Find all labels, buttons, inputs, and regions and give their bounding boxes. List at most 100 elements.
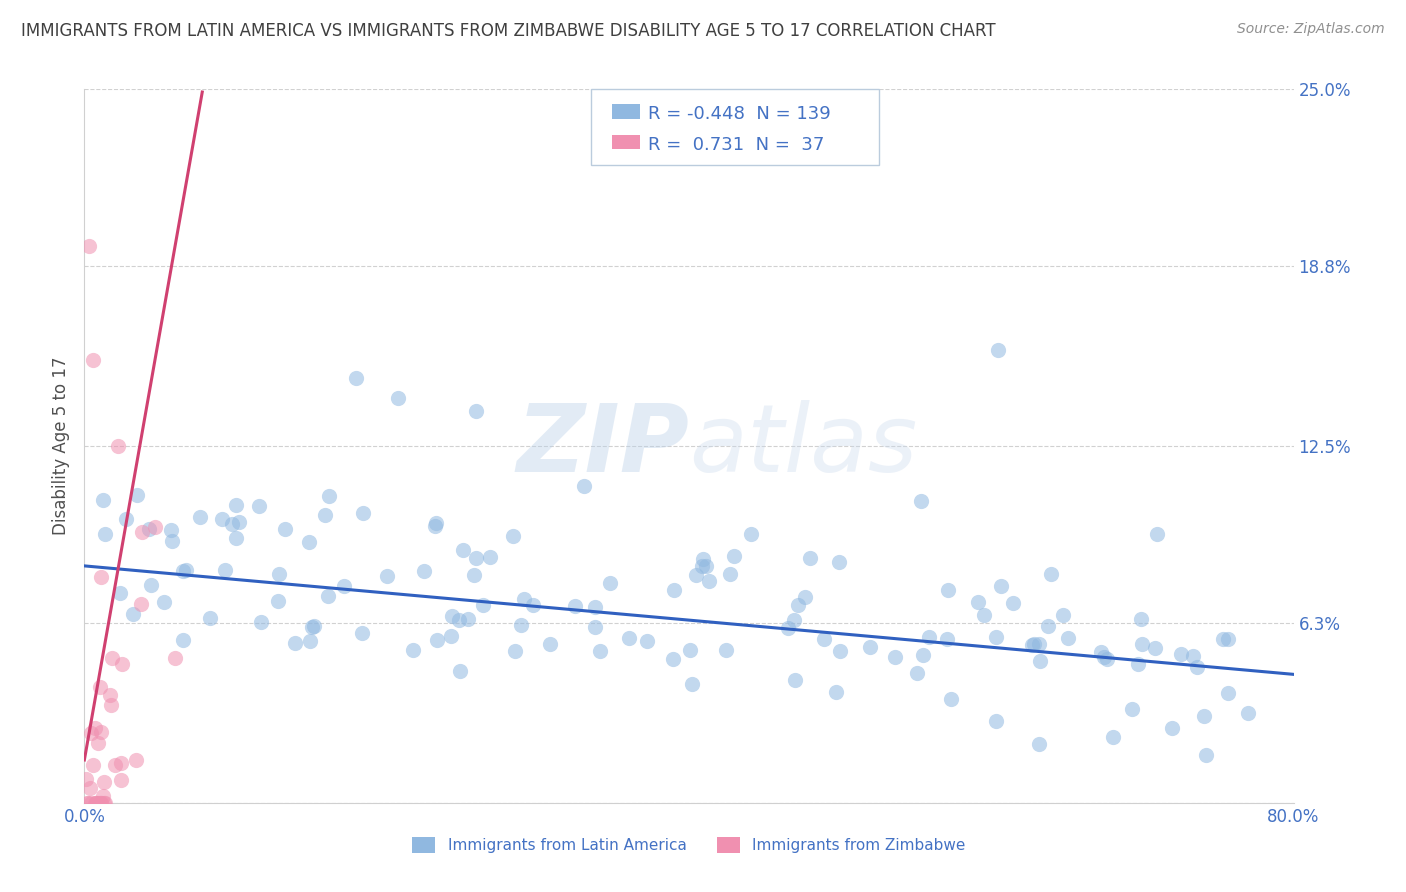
Point [1024,637,1046,651]
Point [387,391,409,405]
Point [799,551,821,566]
Legend: Immigrants from Latin America, Immigrants from Zimbabwe: Immigrants from Latin America, Immigrant… [406,831,972,859]
Point [695,559,717,574]
Point [284,636,307,650]
Point [115,512,138,526]
Point [225,498,247,512]
Point [107,439,129,453]
Point [583,600,606,615]
Point [162,534,184,549]
Point [84,796,107,810]
Point [939,692,962,706]
Point [211,512,233,526]
Point [83,721,105,735]
Point [572,479,595,493]
Point [1121,702,1143,716]
Point [80,796,103,810]
Point [1218,685,1240,699]
Text: R =  0.731  N =  37: R = 0.731 N = 37 [648,136,824,153]
Point [661,651,683,665]
Point [538,637,561,651]
Point [463,568,485,582]
Point [318,589,340,603]
Point [1181,648,1204,663]
Point [267,594,290,608]
Point [125,753,148,767]
Point [375,569,398,583]
Point [82,353,104,368]
Point [776,621,799,635]
Point [1028,637,1050,651]
Point [664,583,686,598]
Point [910,493,932,508]
Point [679,643,702,657]
Point [125,488,148,502]
Point [905,666,928,681]
Point [973,607,995,622]
Point [402,643,425,657]
Text: R = -0.448  N = 139: R = -0.448 N = 139 [648,105,831,123]
Point [723,549,745,564]
Point [93,527,115,541]
Point [100,650,122,665]
Point [449,613,471,627]
Point [1095,652,1118,666]
Point [1146,526,1168,541]
Point [225,532,247,546]
Point [98,688,121,702]
Point [828,555,851,569]
Point [1216,632,1239,647]
Point [858,640,880,654]
Point [122,607,145,622]
Point [188,510,211,524]
Point [89,796,111,810]
Point [522,598,544,612]
Point [352,626,374,640]
Point [583,620,606,634]
Point [301,620,323,634]
Point [813,632,835,646]
Point [599,575,621,590]
Point [564,599,586,614]
Point [159,524,181,538]
Point [1028,738,1050,752]
Point [1028,654,1050,668]
Point [273,522,295,536]
Point [89,680,111,694]
Point [111,657,134,671]
Point [718,567,741,582]
Point [299,634,322,648]
Point [297,535,319,549]
Point [139,578,162,592]
Y-axis label: Disability Age 5 to 17: Disability Age 5 to 17 [52,357,70,535]
Point [77,239,100,253]
Point [451,543,474,558]
Point [589,644,612,658]
Point [685,567,707,582]
Point [1090,645,1112,659]
Point [1126,657,1149,672]
Point [440,629,463,643]
Point [90,724,112,739]
Point [1161,721,1184,735]
Point [830,644,852,658]
Point [425,516,447,530]
Point [93,796,115,810]
Point [1092,649,1115,664]
Point [89,570,111,584]
Point [1195,747,1218,762]
Point [172,565,194,579]
Point [314,508,336,523]
Point [104,757,127,772]
Point [84,796,107,810]
Point [1036,619,1059,633]
Point [318,489,340,503]
Point [1192,708,1215,723]
Point [79,781,101,796]
Point [76,796,98,810]
Point [100,698,122,713]
Point [1212,632,1234,646]
Point [76,796,98,810]
Point [967,595,990,609]
Point [503,644,526,658]
